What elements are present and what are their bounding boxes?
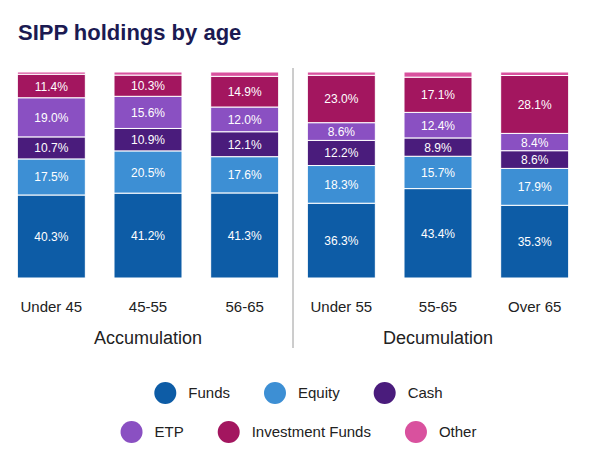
legend-label: ETP <box>155 423 184 440</box>
group-label: Accumulation <box>94 328 202 348</box>
category-label: Under 45 <box>20 298 82 315</box>
category-label: 55-65 <box>419 298 457 315</box>
data-label: 15.6% <box>131 106 165 120</box>
category-label: 45-55 <box>129 298 167 315</box>
bar-segment <box>307 72 375 75</box>
data-label: 19.0% <box>34 111 68 125</box>
data-label: 28.1% <box>518 98 552 112</box>
bar-segment <box>211 132 279 157</box>
legend-swatch <box>405 421 427 443</box>
legend: Funds Equity Cash ETP Investment Funds Other <box>121 382 477 443</box>
bar-segment <box>114 72 182 75</box>
bar-segment <box>307 123 375 141</box>
bar-segment <box>17 195 85 278</box>
bar-segment <box>17 72 85 74</box>
bar-segment <box>211 76 279 107</box>
bar-segment <box>17 98 85 137</box>
legend-label: Cash <box>408 384 443 401</box>
data-label: 8.4% <box>521 136 549 150</box>
data-label: 8.6% <box>521 153 549 167</box>
bar-segment <box>404 112 472 138</box>
data-label: 8.9% <box>424 141 452 155</box>
bar-segment <box>501 72 569 76</box>
data-label: 14.9% <box>228 85 262 99</box>
data-label: 8.6% <box>328 125 356 139</box>
bar-segment <box>114 96 182 128</box>
data-label: 15.7% <box>421 166 455 180</box>
legend-label: Other <box>439 423 477 440</box>
legend-swatch <box>264 382 286 404</box>
bar-segment <box>211 193 279 278</box>
bar-segment <box>114 151 182 193</box>
title: SIPP holdings by age <box>18 20 241 45</box>
bar-segment <box>307 203 375 278</box>
data-label: 17.1% <box>421 88 455 102</box>
bar-segment <box>114 128 182 150</box>
data-label: 36.3% <box>324 234 358 248</box>
data-label: 35.3% <box>518 235 552 249</box>
bar-segment <box>501 205 569 278</box>
bar-segment <box>307 75 375 122</box>
bar-segment <box>17 74 85 97</box>
bar-segment <box>211 72 279 76</box>
legend-swatch <box>154 382 176 404</box>
data-label: 17.5% <box>34 170 68 184</box>
bar-segment <box>404 72 472 77</box>
chart: SIPP holdings by age 40.3% 41.2% 41.3% 36.3%… <box>0 0 597 462</box>
bar-segment <box>211 157 279 193</box>
data-label: 40.3% <box>34 230 68 244</box>
bar-segment <box>404 189 472 278</box>
legend-label: Funds <box>188 384 230 401</box>
data-label: 10.7% <box>34 141 68 155</box>
legend-swatch <box>374 382 396 404</box>
data-label: 12.2% <box>324 146 358 160</box>
bar-segment <box>211 107 279 132</box>
data-label: 12.1% <box>228 138 262 152</box>
bar-segment <box>501 168 569 205</box>
legend-swatch <box>121 421 143 443</box>
bar-segment <box>307 166 375 204</box>
category-label: 56-65 <box>225 298 263 315</box>
legend-label: Equity <box>298 384 340 401</box>
bar-segment <box>17 137 85 159</box>
data-label: 17.9% <box>518 180 552 194</box>
bar-segment <box>501 76 569 134</box>
data-label: 17.6% <box>228 168 262 182</box>
data-label: 10.3% <box>131 79 165 93</box>
group-label: Decumulation <box>383 328 493 348</box>
data-label: 41.3% <box>228 229 262 243</box>
data-label: 18.3% <box>324 178 358 192</box>
data-label: 20.5% <box>131 166 165 180</box>
bar-segment <box>17 159 85 195</box>
data-label: 23.0% <box>324 92 358 106</box>
bar-segment <box>404 138 472 156</box>
legend-label: Investment Funds <box>252 423 371 440</box>
bar-segment <box>404 156 472 188</box>
data-label: 10.9% <box>131 133 165 147</box>
data-label: 12.4% <box>421 119 455 133</box>
bar-segment <box>114 75 182 96</box>
data-label: 11.4% <box>35 80 68 94</box>
data-label: 12.0% <box>228 113 262 127</box>
bar-segment <box>501 133 569 150</box>
bar-segment <box>501 151 569 169</box>
bar-segment <box>404 77 472 112</box>
bar-segment <box>307 140 375 165</box>
category-label: Under 55 <box>310 298 372 315</box>
bar-segment <box>114 193 182 278</box>
data-label: 41.2% <box>131 229 165 243</box>
data-label: 43.4% <box>421 227 455 241</box>
group-divider <box>293 68 294 348</box>
legend-swatch <box>218 421 240 443</box>
category-label: Over 65 <box>508 298 561 315</box>
